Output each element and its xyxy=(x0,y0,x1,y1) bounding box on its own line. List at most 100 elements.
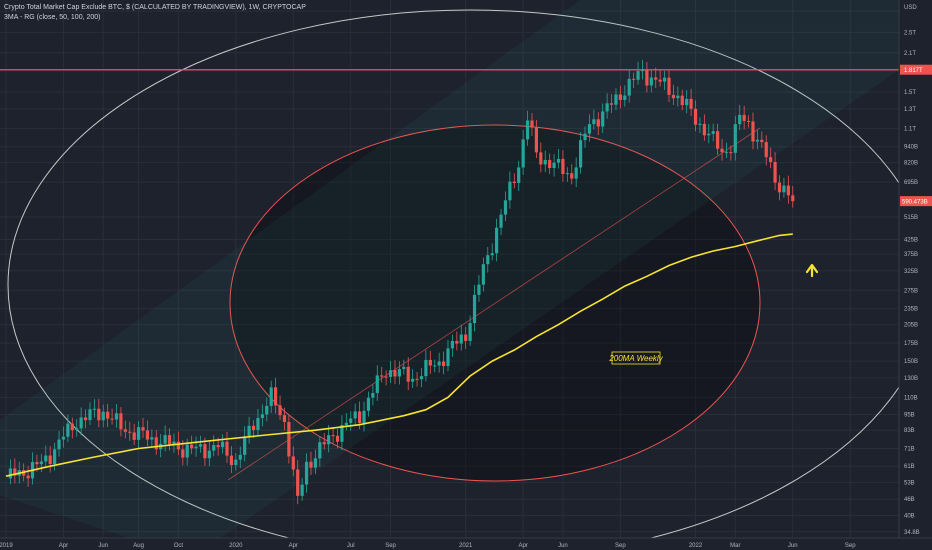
candle-body xyxy=(402,366,406,370)
candle-body xyxy=(640,69,645,72)
candle-body xyxy=(154,437,158,450)
candle-body xyxy=(251,425,256,431)
price-tick-label: 34.8B xyxy=(904,530,920,536)
time-tick-label: Sep xyxy=(385,543,396,549)
price-tick-label: 53B xyxy=(904,481,915,487)
candle-body xyxy=(123,429,127,432)
candle-body xyxy=(243,436,247,455)
time-tick-label: 2022 xyxy=(689,543,703,549)
candle-body xyxy=(327,435,331,445)
candle-body xyxy=(150,437,154,440)
candle-body xyxy=(760,139,764,143)
candle-body xyxy=(508,181,512,201)
price-tick-label: 2.5T xyxy=(904,30,916,36)
candle-body xyxy=(512,181,516,183)
candle-body xyxy=(260,414,264,418)
candle-body xyxy=(278,405,282,416)
price-tick-label: 820B xyxy=(904,161,918,167)
candle-body xyxy=(587,124,592,134)
annotation-label: 200MA Weekly xyxy=(608,354,663,363)
candle-body xyxy=(304,461,309,485)
candle-body xyxy=(119,413,123,430)
candle-body xyxy=(190,444,194,449)
candle-body xyxy=(185,444,189,458)
candle-body xyxy=(751,121,755,142)
price-tick-label: 83B xyxy=(904,428,915,434)
time-tick-label: Jun xyxy=(558,543,568,549)
price-tick-label: 375B xyxy=(904,252,918,258)
time-tick-label: Sep xyxy=(615,543,626,549)
candle-body xyxy=(415,378,419,380)
candle-body xyxy=(685,98,689,106)
up-arrow-drawing xyxy=(805,263,819,278)
price-axis-unit: USD xyxy=(904,5,917,11)
candle-body xyxy=(662,77,667,82)
candle-body xyxy=(742,114,746,121)
candle-body xyxy=(167,435,172,445)
candle-body xyxy=(548,159,552,169)
candle-body xyxy=(220,441,225,448)
candle-body xyxy=(720,148,724,153)
candle-body xyxy=(97,408,101,421)
candle-body xyxy=(707,133,711,136)
candle-body xyxy=(83,417,88,421)
candle-body xyxy=(495,227,499,254)
candle-body xyxy=(57,439,61,450)
annotation-box xyxy=(611,351,661,365)
price-tick-label: 940B xyxy=(904,145,918,151)
price-tick-label: 1.5T xyxy=(904,90,916,96)
candle-body xyxy=(680,95,684,106)
candle-body xyxy=(128,431,132,433)
candle-body xyxy=(565,173,569,175)
candle-body xyxy=(75,428,79,431)
candle-body xyxy=(472,294,477,324)
candle-body xyxy=(380,375,384,377)
candle-body xyxy=(632,78,636,80)
candle-body xyxy=(229,455,234,466)
candle-body xyxy=(552,162,556,169)
candle-body xyxy=(13,468,17,476)
candle-body xyxy=(658,79,662,82)
candle-body xyxy=(441,361,446,367)
candle-body xyxy=(234,459,238,466)
candle-body xyxy=(481,264,485,285)
candle-body xyxy=(26,475,30,479)
candle-body xyxy=(468,323,472,341)
candle-body xyxy=(8,468,13,479)
candle-body xyxy=(35,462,39,465)
candle-body xyxy=(755,139,759,142)
candle-body xyxy=(614,94,618,105)
candle-body xyxy=(609,103,614,105)
price-tick-label: 130B xyxy=(904,376,918,382)
candle-body xyxy=(106,411,110,419)
candle-body xyxy=(176,441,180,450)
candle-body xyxy=(247,425,251,437)
candle-body xyxy=(48,455,52,465)
candle-body xyxy=(88,409,92,421)
time-tick-label: Aug xyxy=(133,543,144,549)
candle-body xyxy=(627,78,631,96)
candle-body xyxy=(539,152,543,165)
candle-body xyxy=(114,413,119,420)
trend-channel-drawing xyxy=(0,0,899,545)
candle-body xyxy=(450,340,455,349)
candle-body xyxy=(601,111,605,127)
candle-body xyxy=(676,95,680,99)
candle-body xyxy=(583,133,587,141)
time-tick-label: Apr xyxy=(289,543,298,549)
candle-body xyxy=(446,348,450,367)
candle-body xyxy=(287,422,291,457)
price-tick-label: 46B xyxy=(904,497,915,503)
candle-body xyxy=(269,387,273,406)
candle-body xyxy=(61,436,66,440)
time-tick-label: 2021 xyxy=(459,543,473,549)
candle-body xyxy=(132,432,136,440)
candle-body xyxy=(335,435,340,442)
candle-body xyxy=(636,71,640,80)
candle-body xyxy=(605,103,609,112)
price-tick-label: 235B xyxy=(904,307,918,313)
candle-body xyxy=(556,158,561,163)
time-tick-label: Mar xyxy=(730,543,740,549)
